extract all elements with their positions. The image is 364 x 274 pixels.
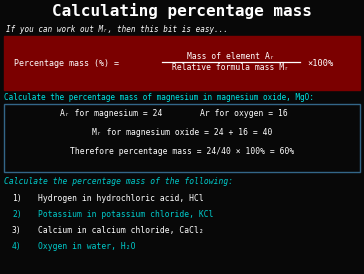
- Text: Therefore percentage mass = 24/40 × 100% = 60%: Therefore percentage mass = 24/40 × 100%…: [70, 147, 294, 156]
- Text: Mᵣ for magnesium oxide = 24 + 16 = 40: Mᵣ for magnesium oxide = 24 + 16 = 40: [92, 128, 272, 137]
- Text: Hydrogen in hydrochloric acid, HCl: Hydrogen in hydrochloric acid, HCl: [38, 194, 204, 203]
- Text: Oxygen in water, H₂O: Oxygen in water, H₂O: [38, 242, 135, 251]
- Text: Calculate the percentage mass of the following:: Calculate the percentage mass of the fol…: [4, 177, 233, 186]
- Text: Calculating percentage mass: Calculating percentage mass: [52, 3, 312, 19]
- Text: 2): 2): [12, 210, 22, 219]
- Text: ×100%: ×100%: [307, 59, 333, 67]
- Text: Potassium in potassium chloride, KCl: Potassium in potassium chloride, KCl: [38, 210, 214, 219]
- Text: If you can work out Mᵣ, then this bit is easy...: If you can work out Mᵣ, then this bit is…: [6, 25, 228, 34]
- Text: Percentage mass (%) =: Percentage mass (%) =: [14, 59, 119, 67]
- Text: Mass of element Aᵣ: Mass of element Aᵣ: [187, 52, 275, 61]
- Text: Relative formula mass Mᵣ: Relative formula mass Mᵣ: [173, 63, 289, 72]
- Text: Aᵣ for magnesium = 24: Aᵣ for magnesium = 24: [60, 109, 162, 118]
- Bar: [4, 104, 360, 172]
- Text: 1): 1): [12, 194, 22, 203]
- Text: 4): 4): [12, 242, 22, 251]
- Text: Calcium in calcium chloride, CaCl₂: Calcium in calcium chloride, CaCl₂: [38, 226, 204, 235]
- Text: 3): 3): [12, 226, 22, 235]
- Text: Calculate the percentage mass of magnesium in magnesium oxide, MgO:: Calculate the percentage mass of magnesi…: [4, 93, 314, 102]
- Text: Ar for oxygen = 16: Ar for oxygen = 16: [200, 109, 288, 118]
- Bar: [4, 36, 360, 90]
